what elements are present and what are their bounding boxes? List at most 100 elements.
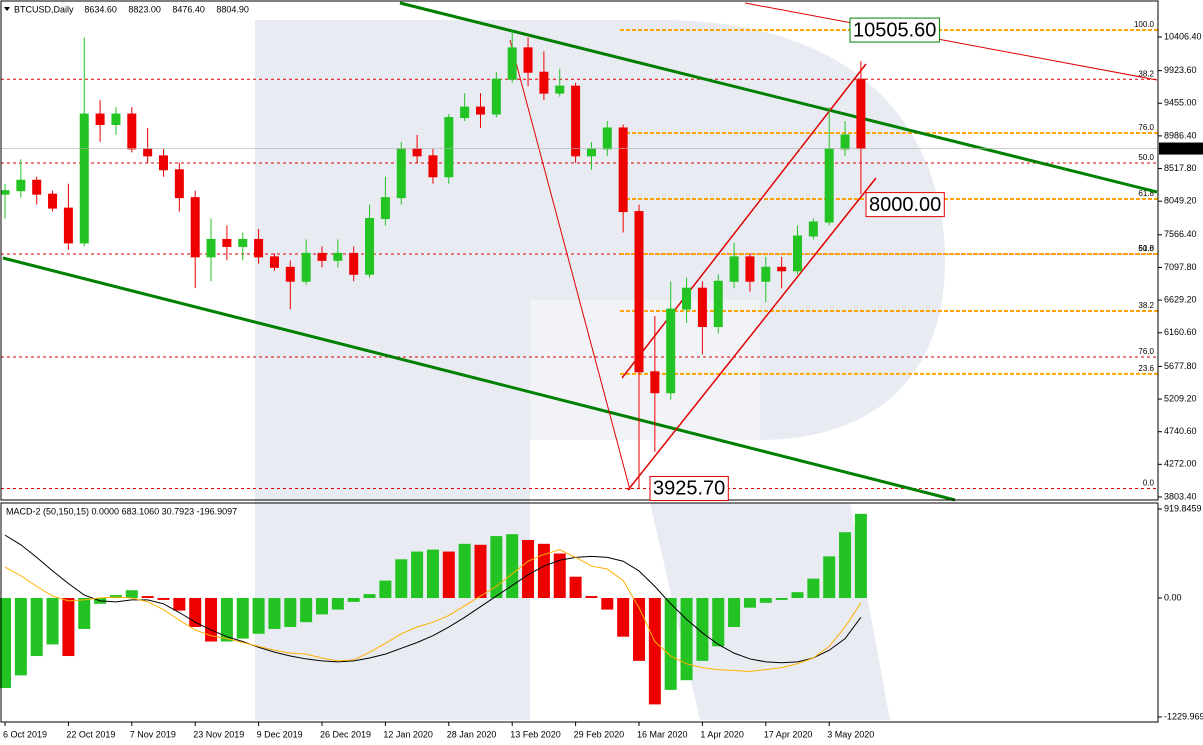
candle-body [190,197,200,258]
candle-body [444,117,454,178]
candle-body [761,266,771,282]
macd-bar [442,551,455,598]
x-tick-label: 22 Oct 2019 [66,729,115,739]
macd-bar [268,597,281,629]
macd-bar [759,597,772,603]
y-tick-label: 4272.00 [1164,459,1197,469]
macd-bar [791,592,804,598]
macd-bar [30,597,43,657]
main-frame [0,0,1159,501]
y-tick-label: 5677.80 [1164,361,1197,371]
macd-bar [411,551,424,598]
macd-bar [490,536,503,598]
channel-line [2,256,956,502]
macd-bar [680,597,693,681]
x-tick-label: 17 Apr 2020 [764,729,813,739]
macd-bar [395,559,408,598]
header-value: 8476.40 [172,4,205,14]
price-annotation-box [865,192,945,218]
macd-bar [553,553,566,598]
candle-body [697,287,707,328]
candle-body [539,71,549,94]
candle-body [729,256,739,282]
y-tick-label: 10406.40 [1164,31,1202,41]
trend-line [627,177,877,491]
candle-body [206,238,216,258]
header-value: 8823.00 [128,4,161,14]
macd-bar [696,597,709,661]
macd-bar [236,597,249,639]
macd-bar [379,580,392,598]
candle-body [428,155,438,178]
candle-body [16,179,26,192]
candle-body [491,78,501,115]
candle-body [571,85,581,157]
fib-level-label: 61.8 [1138,189,1154,198]
macd-bar [284,597,297,628]
x-tick-label: 26 Dec 2019 [320,729,371,739]
candle-body [666,308,676,394]
candle-body [111,113,121,125]
fib-level-label: 50.0 [1138,153,1154,162]
macd-bar [854,513,867,598]
candle-body [238,238,248,247]
candle-body [32,179,42,195]
x-tick-label: 23 Nov 2019 [193,729,244,739]
macd-bar [157,597,170,600]
candle-body [412,148,422,157]
candle-body [48,193,58,209]
candle-body [333,252,343,261]
header-value: 8634.60 [84,4,117,14]
trend-line [509,39,631,491]
y-tick-label: 3803.40 [1164,491,1197,501]
y-tick-label: 7566.40 [1164,229,1197,239]
trend-line [621,63,867,379]
trend-lines [2,1,1158,502]
macd-bar [316,597,328,615]
candle-body [95,113,105,125]
macd-bar [125,590,138,598]
x-tick-label: 16 Mar 2020 [637,729,688,739]
fib-level-label: 100.0 [1134,20,1155,29]
y-tick-label: 9923.60 [1164,65,1197,75]
x-tick-label: 3 May 2020 [827,729,874,739]
macd-bar [331,597,344,610]
price-annotation: 3925.70 [653,478,725,500]
candle-body [824,148,834,223]
price-annotation: 10505.60 [853,19,936,41]
fib-level-label: 50.0 [1138,244,1154,253]
fib-level-label: 23.6 [1138,364,1154,373]
candle-body [365,218,375,275]
candle-body [143,148,153,157]
macd-bar [823,556,836,598]
macd-bar [807,578,820,598]
fib-level-label: 38.2 [1138,69,1154,78]
y-tick-label: 9455.00 [1164,98,1197,108]
candle-body [460,106,470,119]
candle-body [682,287,692,310]
x-tick-label: 12 Jan 2020 [383,729,433,739]
macd-bar [78,597,91,629]
candle-body [602,127,612,150]
candle-body [808,221,818,237]
candle-body [856,78,866,150]
macd-bar [664,597,677,690]
fib-level-label: 0.0 [1143,479,1155,488]
candle-body [380,197,390,220]
macd-bar [189,597,202,628]
macd-bar [46,597,59,645]
x-tick-label: 6 Oct 2019 [3,729,47,739]
channel-line [399,1,1158,194]
macd-bar [220,597,233,642]
candle-body [840,134,850,150]
candle-body [285,266,295,282]
macd-bar [14,597,27,676]
macd-bar [458,543,471,598]
macd-bar [839,532,852,598]
last-price-label: 8804.90 [1162,143,1195,153]
fib-level-label: 76.0 [1138,347,1154,356]
price-annotation-box [849,17,940,43]
x-tick-label: 28 Jan 2020 [447,729,497,739]
macd-bar [300,597,313,623]
